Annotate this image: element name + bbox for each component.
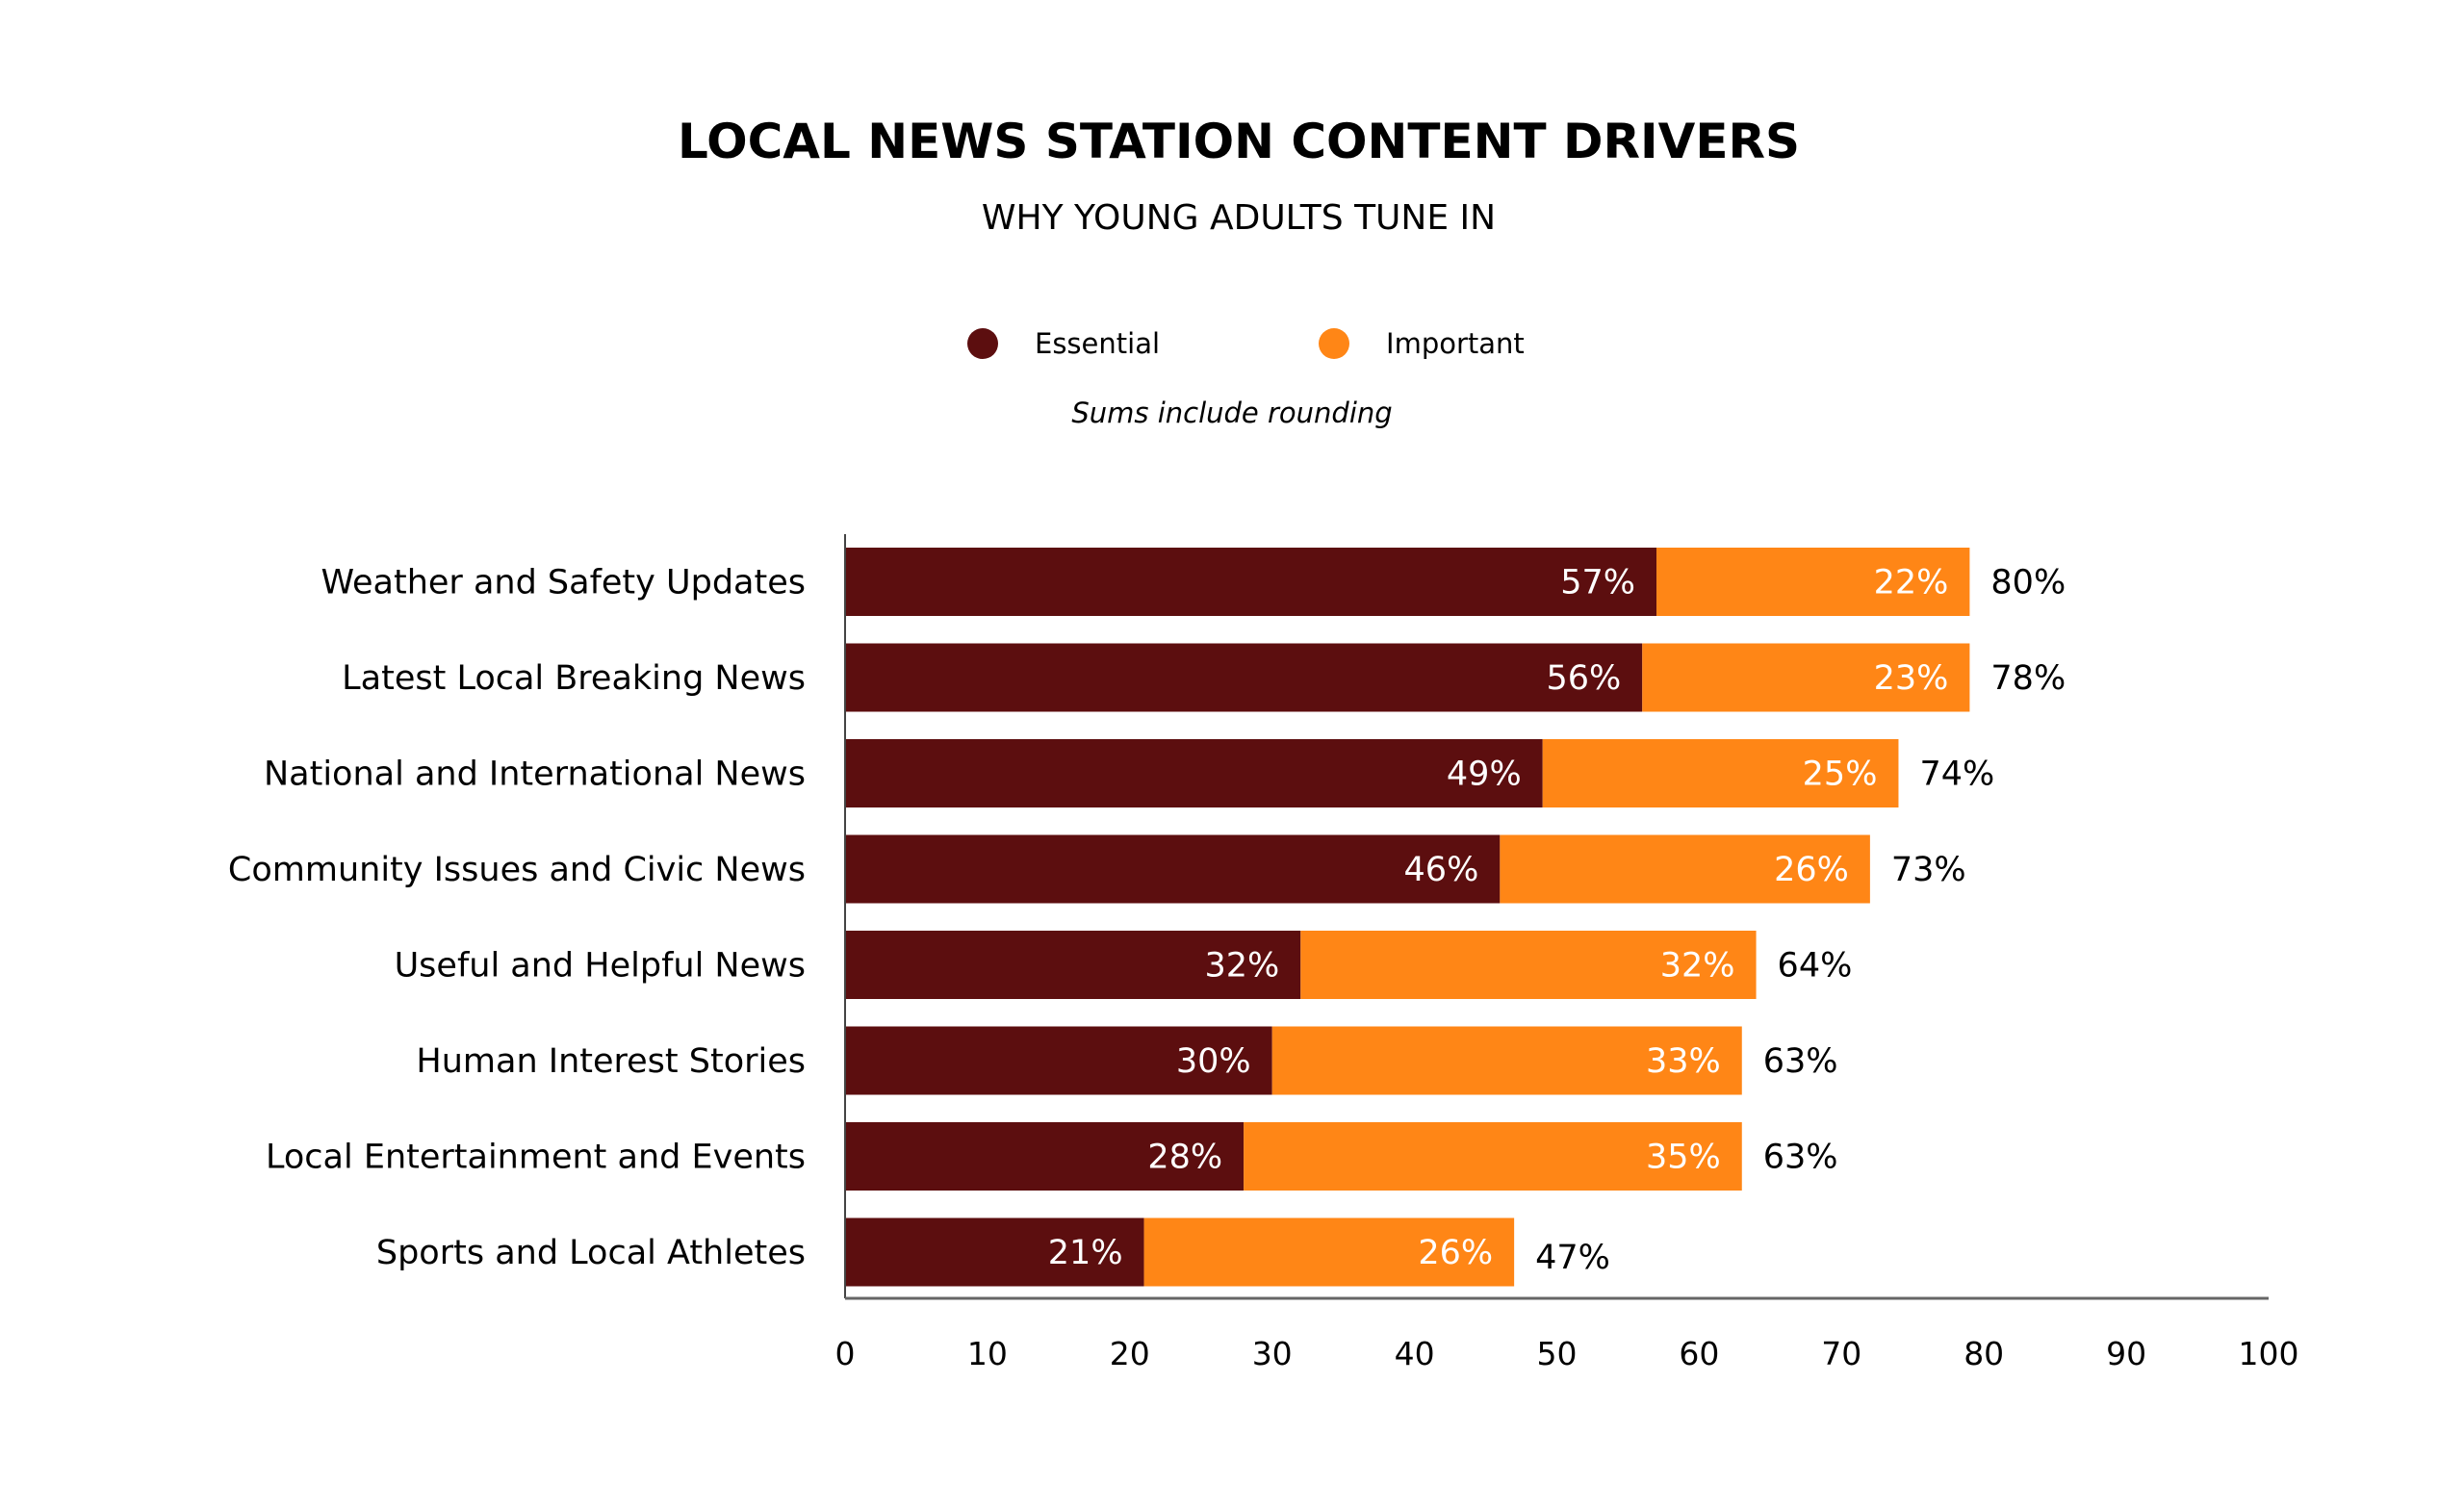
category-label: Useful and Helpful News — [395, 947, 806, 986]
x-tick-label: 80 — [1964, 1335, 2004, 1372]
x-tick-label: 60 — [1679, 1335, 1719, 1372]
legend-item-essential: Essential — [967, 327, 1160, 360]
chart-title: LOCAL NEWS STATION CONTENT DRIVERS — [678, 114, 1800, 169]
category-label: Sports and Local Athletes — [376, 1234, 806, 1272]
bar-important — [1244, 1122, 1742, 1191]
category-label: National and International News — [264, 756, 806, 794]
legend-label-essential: Essential — [1035, 327, 1161, 360]
legend-swatch-important — [1319, 328, 1350, 359]
total-label: 78% — [1990, 659, 2066, 698]
data-label-important: 22% — [1874, 564, 1949, 602]
legend-label-important: Important — [1386, 327, 1525, 360]
data-label-important: 26% — [1418, 1234, 1493, 1272]
x-tick-label: 90 — [2106, 1335, 2146, 1372]
bar-essential — [845, 1217, 1144, 1287]
total-label: 63% — [1763, 1139, 1838, 1177]
x-tick-label: 100 — [2239, 1335, 2299, 1372]
data-label-essential: 30% — [1176, 1042, 1251, 1081]
category-label: Local Entertainment and Events — [266, 1139, 806, 1177]
x-tick-label: 40 — [1395, 1335, 1435, 1372]
x-tick-label: 50 — [1537, 1335, 1578, 1372]
data-label-important: 26% — [1774, 851, 1849, 889]
chart-subtitle: WHY YOUNG ADULTS TUNE IN — [981, 198, 1497, 238]
x-tick-label: 30 — [1252, 1335, 1293, 1372]
bar-important — [1500, 834, 1870, 904]
chart-note: Sums include rounding — [1071, 397, 1393, 429]
data-label-important: 23% — [1874, 659, 1949, 698]
bar-essential — [845, 1122, 1245, 1191]
data-label-essential: 21% — [1048, 1234, 1123, 1272]
data-label-essential: 32% — [1204, 947, 1279, 986]
category-label: Human Interest Stories — [416, 1042, 806, 1081]
bar-essential — [845, 1026, 1272, 1095]
total-label: 64% — [1778, 947, 1853, 986]
total-label: 80% — [1990, 564, 2066, 602]
total-label: 47% — [1535, 1239, 1610, 1277]
x-tick-label: 10 — [967, 1335, 1008, 1372]
bar-essential — [845, 643, 1643, 712]
bar-important — [1300, 931, 1757, 999]
category-label: Weather and Safety Updates — [321, 564, 806, 602]
bar-important — [1271, 1026, 1742, 1095]
data-label-important: 32% — [1660, 947, 1735, 986]
bar-essential — [845, 548, 1657, 616]
x-tick-label: 20 — [1110, 1335, 1150, 1372]
legend: Essential Important — [967, 327, 1683, 360]
bar-important — [1642, 643, 1970, 712]
bar-important — [1656, 548, 1970, 616]
legend-swatch-essential — [967, 328, 998, 359]
total-label: 74% — [1919, 756, 1994, 794]
bar-important — [1542, 739, 1899, 807]
data-label-essential: 57% — [1560, 564, 1635, 602]
x-tick-label: 70 — [1821, 1335, 1861, 1372]
data-label-important: 35% — [1646, 1139, 1721, 1177]
category-label: Latest Local Breaking News — [342, 659, 806, 698]
category-label: Community Issues and Civic News — [228, 851, 806, 889]
data-label-important: 25% — [1803, 756, 1878, 794]
bar-essential — [845, 834, 1501, 904]
bar-essential — [845, 739, 1543, 807]
total-label: 73% — [1891, 851, 1966, 889]
data-label-essential: 56% — [1546, 659, 1621, 698]
data-label-essential: 46% — [1404, 851, 1479, 889]
data-label-important: 33% — [1646, 1042, 1721, 1081]
bar-essential — [845, 931, 1301, 999]
bar-important — [1143, 1217, 1515, 1287]
legend-item-important: Important — [1319, 327, 1525, 360]
x-tick-label: 0 — [835, 1335, 856, 1372]
data-label-essential: 49% — [1447, 756, 1522, 794]
total-label: 63% — [1763, 1042, 1838, 1081]
data-label-essential: 28% — [1147, 1139, 1222, 1177]
